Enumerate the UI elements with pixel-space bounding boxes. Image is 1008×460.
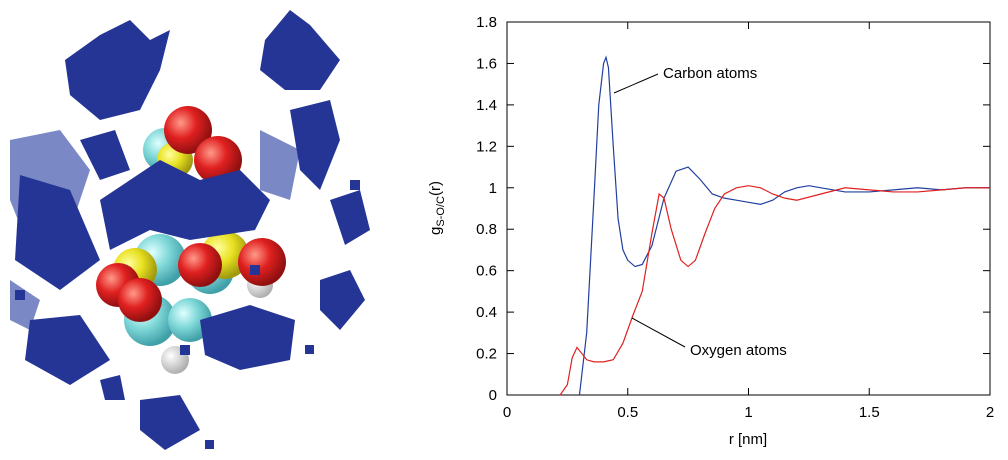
x-tick-label: 1 [744,404,752,421]
series-label: Carbon atoms [663,65,757,82]
y-axis-label: gS-O/C(r) [427,181,447,235]
y-tick-label: 1 [489,180,497,197]
x-tick-label: 0.5 [617,404,638,421]
y-tick-label: 0.2 [476,346,497,363]
label-leader [631,317,686,348]
y-tick-label: 0.4 [476,304,497,321]
plot: r [nm] gS-O/C(r) 0 0.2 0.4 0.6 0.8 1 1.2 1.4 1.6… [427,14,994,448]
y-axis-label-main: g [427,227,444,235]
series-line [578,55,990,396]
x-tick-label: 1.5 [859,404,880,421]
series-line [559,185,990,396]
molecule-render [10,10,370,450]
y-tick-label: 1.4 [476,97,497,114]
y-axis-label-suffix: (r) [427,181,444,196]
y-tick-label: 1.2 [476,138,497,155]
x-tick-label: 0 [503,404,511,421]
y-tick-label: 0.8 [476,221,497,238]
x-tick-label: 2 [986,404,994,421]
label-leader [613,73,659,94]
y-axis-label-subscript: S-O/C [435,196,447,227]
x-axis-label: r [nm] [729,431,767,448]
y-tick-label: 1.6 [476,55,497,72]
y-tick-label: 1.8 [476,14,497,31]
y-tick-label: 0 [489,387,497,404]
series-label: Oxygen atoms [690,342,787,359]
y-tick-label: 0.6 [476,263,497,280]
